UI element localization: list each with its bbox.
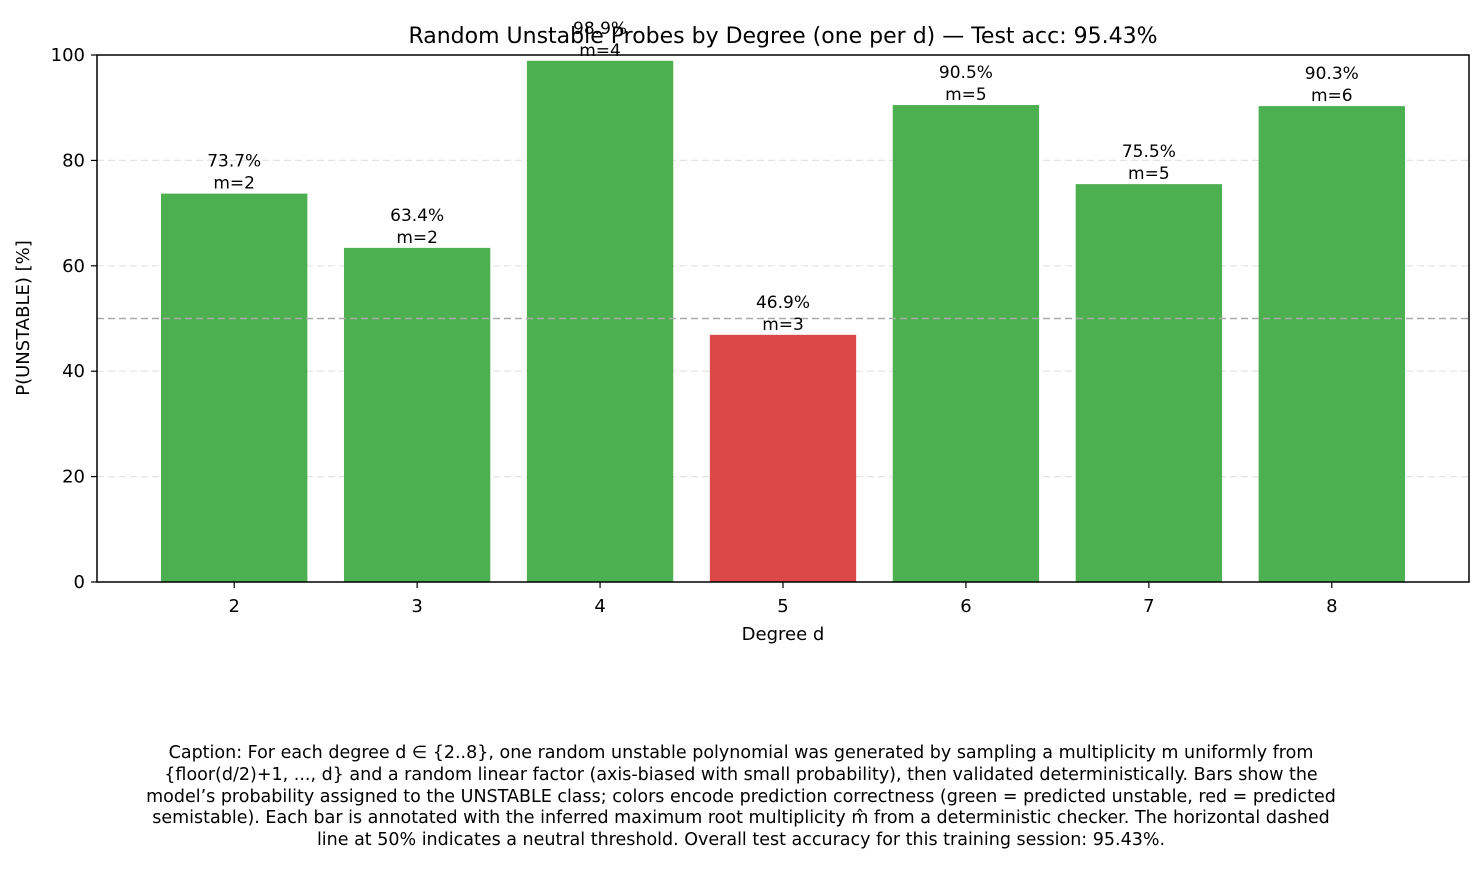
y-tick-label: 0 — [74, 572, 85, 593]
bar-value-label: 90.3% — [1305, 64, 1359, 84]
figure-caption: Caption: For each degree d ∈ {2..8}, one… — [146, 743, 1336, 851]
bar-chart: 73.7%m=263.4%m=298.9%m=446.9%m=390.5%m=5… — [13, 19, 1470, 645]
x-tick-label: 6 — [960, 596, 971, 617]
bar — [709, 334, 857, 582]
x-tick-label: 7 — [1143, 596, 1154, 617]
bar-value-label: 75.5% — [1122, 142, 1176, 162]
bar — [161, 193, 308, 582]
bar — [343, 247, 491, 582]
bar-multiplicity-label: m=5 — [945, 85, 987, 105]
bar-multiplicity-label: m=5 — [1128, 164, 1170, 184]
bar-value-label: 90.5% — [939, 63, 993, 83]
bar-value-label: 63.4% — [390, 206, 444, 226]
bar-multiplicity-label: m=6 — [1311, 86, 1353, 106]
y-axis-ticks: 0 20 40 60 80 100 — [51, 45, 97, 593]
chart-title: Random Unstable Probes by Degree (one pe… — [408, 24, 1157, 49]
y-tick-label: 60 — [62, 256, 85, 277]
bars — [161, 60, 1405, 583]
bar-multiplicity-label: m=3 — [762, 315, 804, 335]
bar-multiplicity-label: m=2 — [213, 174, 255, 194]
bar — [892, 105, 1040, 582]
bar-labels: 73.7%m=263.4%m=298.9%m=446.9%m=390.5%m=5… — [207, 19, 1359, 335]
bar-value-label: 73.7% — [207, 152, 261, 172]
x-axis-ticks: 2 3 4 5 6 7 8 — [228, 582, 1338, 617]
x-tick-label: 4 — [594, 596, 605, 617]
bar — [1258, 106, 1405, 582]
x-axis-label: Degree d — [742, 624, 825, 645]
bar — [526, 60, 674, 583]
x-tick-label: 2 — [228, 596, 239, 617]
y-tick-label: 40 — [62, 361, 85, 382]
bar — [1075, 184, 1223, 583]
bar-value-label: 46.9% — [756, 293, 810, 313]
bar-multiplicity-label: m=2 — [396, 228, 438, 248]
x-tick-label: 5 — [777, 596, 788, 617]
x-tick-label: 8 — [1326, 596, 1337, 617]
bar-value-label: 98.9% — [573, 19, 627, 39]
y-tick-label: 100 — [51, 45, 85, 66]
y-tick-label: 20 — [62, 467, 85, 488]
bar-multiplicity-label: m=4 — [579, 41, 621, 61]
y-axis-label: P(UNSTABLE) [%] — [13, 240, 34, 396]
y-tick-label: 80 — [62, 150, 85, 171]
x-tick-label: 3 — [411, 596, 422, 617]
